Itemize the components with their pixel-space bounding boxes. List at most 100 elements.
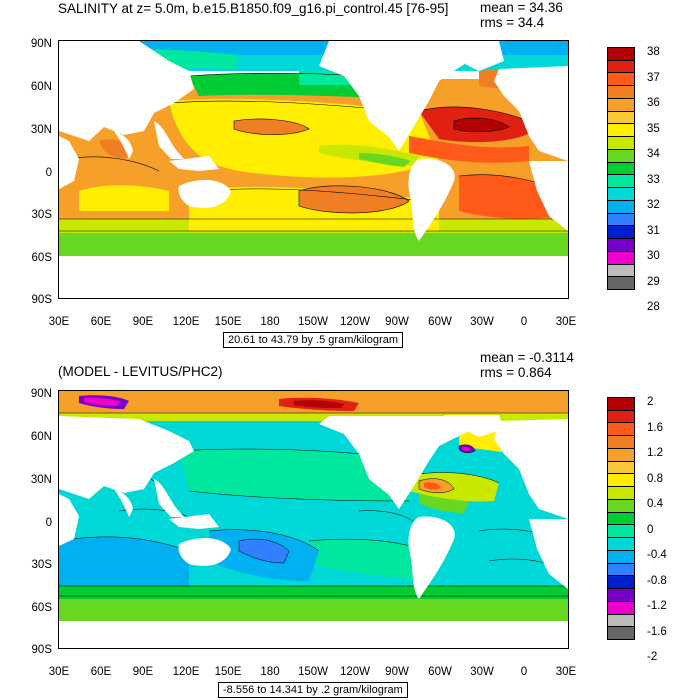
lon-label: 0 <box>520 316 528 328</box>
lon-label: 30E <box>555 316 577 328</box>
lon-label: 120W <box>339 666 371 678</box>
antarctica <box>59 256 568 298</box>
eurasia <box>59 416 194 499</box>
europe-africa-east <box>494 419 568 519</box>
colorbar-swatch <box>607 613 635 628</box>
salinity-panel: SALINITY at z= 5.0m, b.e15.B1850.f09_g16… <box>30 0 660 348</box>
lon-label: 150E <box>214 316 242 328</box>
lon-label: 180 <box>260 316 280 328</box>
colorbar-swatch <box>607 626 635 640</box>
southeast-asia <box>154 479 184 517</box>
colorbar-label: -0.8 <box>647 574 667 587</box>
lon-label: 60E <box>90 316 112 328</box>
lon-label: 30E <box>555 666 577 678</box>
colorbar-label: 1.2 <box>647 447 663 460</box>
lon-label: 60W <box>428 316 452 328</box>
lon-label: 150E <box>214 666 242 678</box>
lat-label: 90S <box>31 644 52 656</box>
colorbar-swatch <box>607 498 635 513</box>
colorbar-swatch <box>607 59 635 74</box>
colorbar-swatch <box>607 174 635 189</box>
lat-label: 90N <box>30 38 52 50</box>
colorbar-swatch <box>607 511 635 526</box>
lon-label: 90W <box>385 666 409 678</box>
north-america <box>319 416 469 509</box>
colorbar-swatch <box>607 123 635 138</box>
colorbar-label: 36 <box>647 97 660 110</box>
panel-title: (MODEL - LEVITUS/PHC2) <box>58 364 223 379</box>
europe-africa-east <box>494 66 568 161</box>
colorbar: 2 1.6 1.2 0.8 0.4 0 -0.4 -0.8 -1.2 -1.6 -2 <box>607 396 667 663</box>
colorbar-label: 2 <box>647 396 654 409</box>
colorbar-label: 1.6 <box>647 421 663 434</box>
colorbar-swatch <box>607 161 635 176</box>
north-america <box>319 41 469 151</box>
colorbar-swatch <box>607 148 635 163</box>
eurasia <box>59 41 194 141</box>
difference-field <box>59 391 568 648</box>
colorbar-swatch <box>607 250 635 265</box>
lat-label: 60N <box>30 431 52 443</box>
colorbar-swatch <box>607 549 635 564</box>
lat-label: 30S <box>31 559 52 571</box>
colorbar-swatch <box>607 409 635 424</box>
australia <box>178 179 231 208</box>
colorbar-swatch <box>607 110 635 125</box>
lat-label: 60S <box>31 252 52 264</box>
colorbar-swatch <box>607 47 635 61</box>
colorbar-swatch <box>607 524 635 539</box>
colorbar-swatch <box>607 562 635 577</box>
rms-value: rms = 34.4 <box>480 15 545 30</box>
africa <box>59 136 79 189</box>
lon-label: 120W <box>339 316 371 328</box>
colorbar-swatch <box>607 72 635 87</box>
land-mask <box>59 415 568 648</box>
india <box>114 131 133 159</box>
colorbar-swatch <box>607 238 635 252</box>
colorbar-swatch <box>607 460 635 475</box>
salinity-field <box>59 41 568 298</box>
lat-label: 0 <box>45 167 52 179</box>
colorbar-swatch <box>607 263 635 278</box>
colorbar-label: 33 <box>647 173 660 186</box>
lon-label: 30E <box>48 316 70 328</box>
colorbar-swatch <box>607 575 635 590</box>
colorbar-label: 0 <box>647 523 654 536</box>
greenland <box>444 41 504 71</box>
contour-info-box: 20.61 to 43.79 by .5 gram/kilogram <box>223 332 403 348</box>
colorbar-swatch <box>607 473 635 488</box>
colorbar-label: -0.4 <box>647 549 667 562</box>
colorbar-swatch <box>607 588 635 602</box>
colorbar-swatch <box>607 447 635 462</box>
colorbar-label: 29 <box>647 275 660 288</box>
africa-south <box>529 519 568 589</box>
colorbar-label: 37 <box>647 71 660 84</box>
colorbar-swatch <box>607 85 635 99</box>
australia <box>178 537 231 566</box>
mean-value: mean = -0.3114 <box>480 350 574 365</box>
south-america <box>408 516 455 599</box>
lon-label: 30W <box>470 316 494 328</box>
colorbar-label: 32 <box>647 199 660 212</box>
colorbar-label: 28 <box>647 301 660 314</box>
colorbar-swatch <box>607 276 635 290</box>
difference-panel: (MODEL - LEVITUS/PHC2) mean = -0.3114 rm… <box>0 350 700 700</box>
colorbar-swatch <box>607 435 635 449</box>
colorbar-swatch <box>607 199 635 214</box>
lon-label: 30E <box>48 666 70 678</box>
south-pacific-max <box>299 185 409 213</box>
lat-label: 60N <box>30 81 52 93</box>
lat-label: 30N <box>30 474 52 486</box>
colorbar-swatch <box>607 136 635 150</box>
colorbar-label: 38 <box>647 46 660 59</box>
maritime-continent <box>169 156 219 171</box>
colorbar-label: 0.8 <box>647 472 663 485</box>
colorbar-swatch <box>607 537 635 551</box>
land-mask <box>59 41 568 298</box>
colorbar-swatch <box>607 486 635 500</box>
southern-ocean-band <box>59 231 568 256</box>
africa-south <box>529 161 568 231</box>
lon-label: 180 <box>260 666 280 678</box>
colorbar-label: -1.6 <box>647 625 667 638</box>
maritime-continent <box>169 514 219 529</box>
